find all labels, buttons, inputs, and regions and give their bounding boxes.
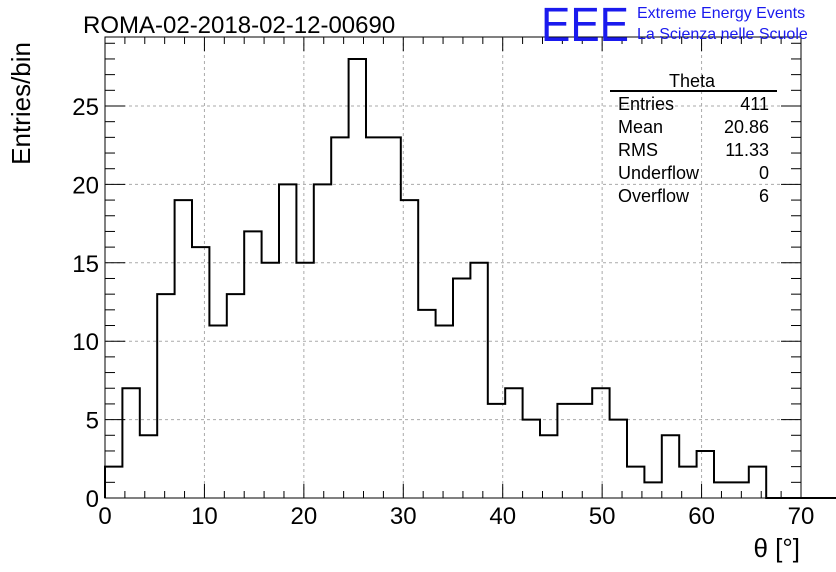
x-tick-label: 60 xyxy=(688,503,715,530)
x-tick-label: 20 xyxy=(291,503,318,530)
logo-line-2: La Scienza nelle Scuole xyxy=(637,26,808,43)
x-tick-label: 30 xyxy=(390,503,417,530)
y-tick-label: 5 xyxy=(86,408,99,435)
stats-label: Overflow xyxy=(618,186,690,206)
y-tick-label: 15 xyxy=(72,251,99,278)
x-axis-label: θ [°] xyxy=(753,533,800,563)
x-tick-label: 40 xyxy=(489,503,516,530)
x-tick-label: 70 xyxy=(788,503,815,530)
axis-ticks xyxy=(104,37,802,499)
chart-title: ROMA-02-2018-02-12-00690 xyxy=(83,12,395,39)
stats-value: 6 xyxy=(759,186,769,206)
plot-frame xyxy=(104,36,802,499)
eee-logo: EEE Extreme Energy Events La Scienza nel… xyxy=(541,0,808,52)
y-tick-label: 20 xyxy=(72,172,99,199)
x-tick-label: 10 xyxy=(191,503,218,530)
stats-value: 411 xyxy=(740,94,769,114)
y-tick-label: 10 xyxy=(72,329,99,356)
x-tick-label: 50 xyxy=(589,503,616,530)
stats-label: Entries xyxy=(618,94,674,114)
stats-box: Theta Entries 411 Mean 20.86 RMS 11.33 Underfl… xyxy=(610,71,777,206)
grid-lines xyxy=(105,37,801,498)
stats-label: Mean xyxy=(618,117,663,137)
y-tick-label: 0 xyxy=(86,486,99,513)
stats-value: 0 xyxy=(759,163,769,183)
histogram-series xyxy=(104,57,836,499)
stats-value: 20.86 xyxy=(724,117,769,137)
x-tick-label: 0 xyxy=(98,503,111,530)
stats-value: 11.33 xyxy=(725,140,769,160)
logo-line-1: Extreme Energy Events xyxy=(637,5,805,22)
stats-label: Underflow xyxy=(618,163,700,183)
stats-title: Theta xyxy=(669,71,716,91)
y-tick-label: 25 xyxy=(72,94,99,121)
y-axis-label: Entries/bin xyxy=(6,42,36,165)
stats-label: RMS xyxy=(618,140,658,160)
logo-mark: EEE xyxy=(541,0,629,52)
